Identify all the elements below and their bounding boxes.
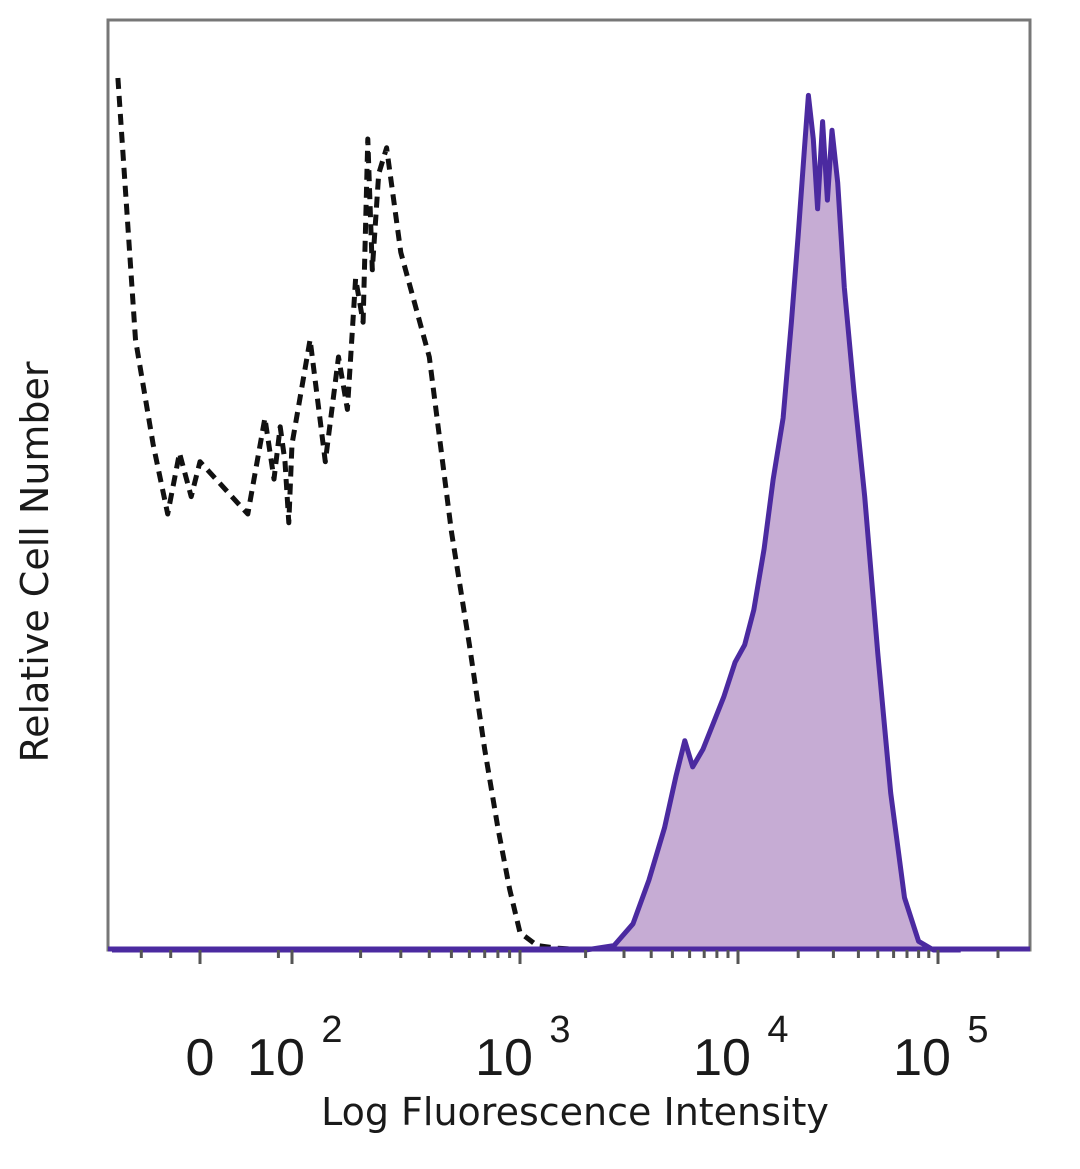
histogram-line-solid — [112, 92, 961, 953]
x-tick-label: 10 — [893, 1029, 951, 1087]
x-axis-title: Log Fluorescence Intensity — [321, 1090, 829, 1134]
x-tick-label: 10 — [475, 1029, 533, 1087]
histogram-line-dashed — [115, 77, 586, 953]
x-tick-exponent: 5 — [967, 1009, 988, 1051]
x-tick-label: 10 — [693, 1029, 751, 1087]
x-tick-label: 10 — [247, 1029, 305, 1087]
x-tick-layer: 0 10 2 10 3 10 4 10 5 — [139, 950, 1000, 1087]
x-tick-exponent: 2 — [321, 1009, 342, 1051]
x-tick-exponent: 4 — [767, 1009, 788, 1051]
series-layer — [108, 77, 1030, 953]
y-axis-title: Relative Cell Number — [13, 361, 57, 762]
x-tick-exponent: 3 — [549, 1009, 570, 1051]
histogram-area-2 — [112, 95, 961, 950]
x-tick-label: 0 — [186, 1029, 215, 1087]
